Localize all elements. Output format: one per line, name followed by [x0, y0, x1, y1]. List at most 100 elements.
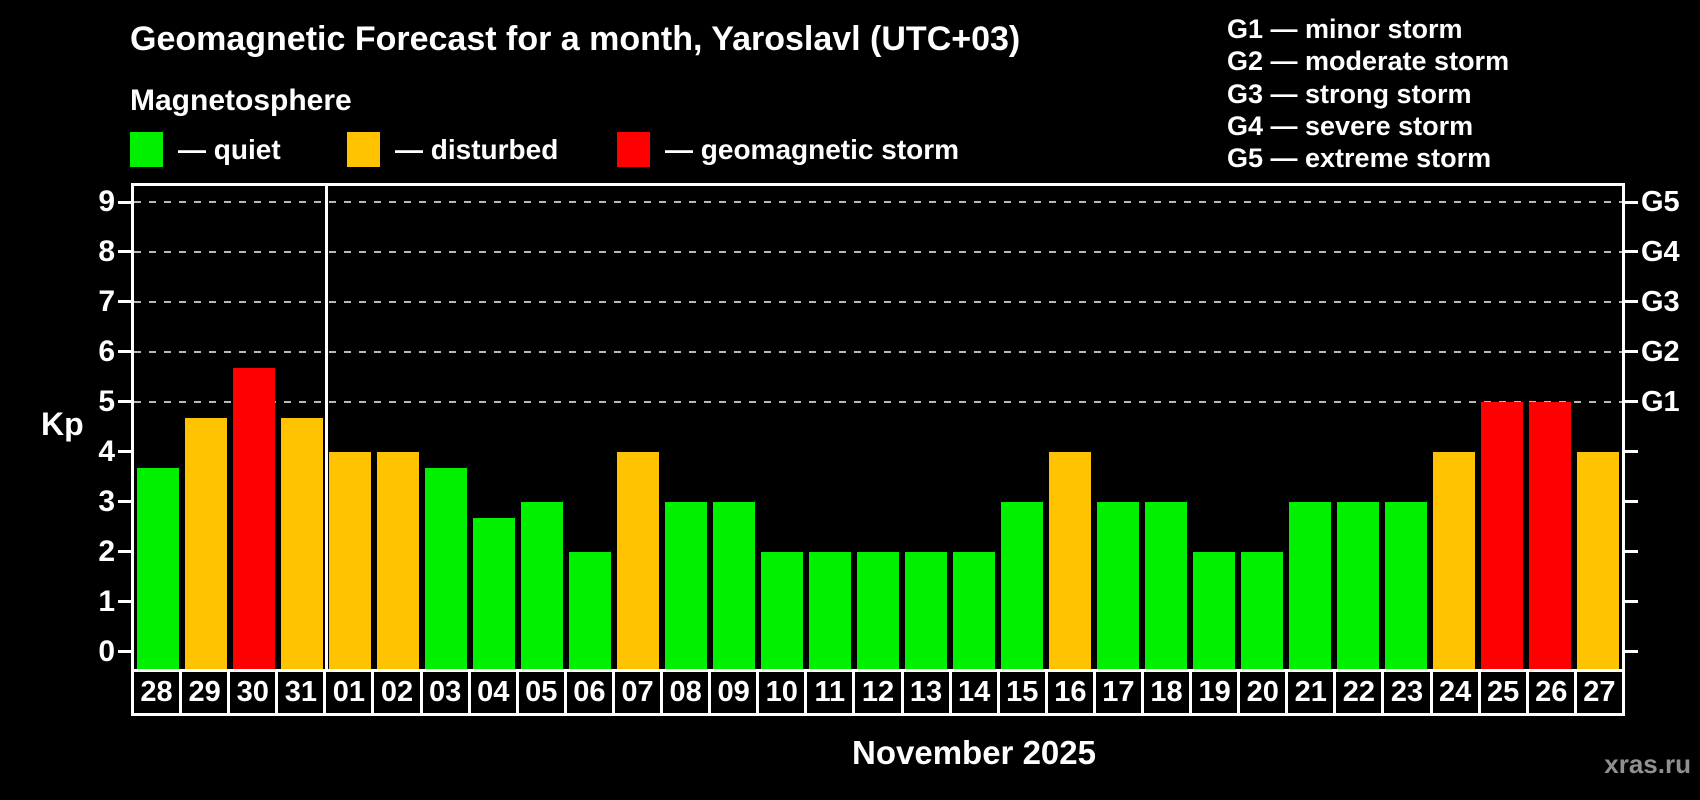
- y-axis-tick-right-8: [1625, 250, 1638, 254]
- kp-bar-day-27: [1577, 451, 1619, 669]
- kp-bar-day-14: [953, 551, 995, 669]
- day-cell-06: 06: [567, 672, 615, 713]
- y-axis-label-6: 6: [98, 334, 115, 368]
- y-axis-label-9: 9: [98, 185, 115, 219]
- storm-scale-line-1: G1 — minor storm: [1227, 14, 1463, 44]
- plot-area: Kp 0 1 2 3 4 5 6 7 8 9 G1 G2 G3 G4 G5: [41, 183, 1680, 669]
- day-cell-15: 15: [1000, 672, 1048, 713]
- y-axis-tick-left-5: [118, 400, 131, 404]
- day-cell-18: 18: [1144, 672, 1193, 713]
- kp-bar-day-08: [665, 501, 707, 669]
- x-axis-month-label: November 2025: [852, 734, 1096, 771]
- gridline-kp-5: [134, 400, 1622, 403]
- day-cell-08: 08: [663, 672, 712, 713]
- month-separator-line: [324, 186, 328, 669]
- right-axis-label-G4: G4: [1641, 235, 1680, 268]
- y-axis-label-0: 0: [98, 634, 115, 668]
- gridline-kp-8: [134, 250, 1622, 253]
- y-axis-tick-left-2: [118, 550, 131, 554]
- kp-bar-day-07: [617, 451, 659, 669]
- day-cell-01: 01: [326, 672, 375, 713]
- kp-bar-day-11: [809, 551, 851, 669]
- y-axis-tick-right-5: [1625, 400, 1638, 404]
- kp-status-legend: — quiet — disturbed — geomagnetic storm: [0, 131, 1700, 168]
- right-axis-label-G1: G1: [1641, 385, 1680, 418]
- y-axis-tick-right-6: [1625, 350, 1638, 354]
- kp-bar-day-01: [329, 451, 371, 669]
- kp-bar-day-18: [1145, 501, 1187, 669]
- right-axis-label-G3: G3: [1641, 285, 1680, 318]
- legend-label-storm: — geomagnetic storm: [665, 133, 960, 165]
- gridline-kp-7: [134, 300, 1622, 303]
- day-cell-29: 29: [182, 672, 231, 713]
- kp-bar-day-09: [713, 501, 755, 669]
- kp-bar-day-29: [185, 418, 227, 669]
- legend-label-quiet: — quiet: [178, 133, 281, 165]
- kp-bar-day-05: [521, 501, 563, 669]
- y-axis-tick-left-0: [118, 650, 131, 653]
- kp-bar-day-03: [425, 468, 467, 669]
- legend-swatch-storm-icon: [617, 132, 650, 167]
- kp-bar-day-25: [1481, 401, 1523, 669]
- day-cell-31: 31: [278, 672, 327, 713]
- y-axis-tick-right-2: [1625, 550, 1638, 554]
- y-axis-tick-left-1: [118, 600, 131, 604]
- plot-border-top: [131, 183, 1625, 186]
- y-axis-label-8: 8: [98, 234, 115, 268]
- day-cell-26: 26: [1529, 672, 1577, 713]
- legend-label-disturbed: — disturbed: [395, 133, 559, 165]
- day-cell-25: 25: [1481, 672, 1529, 713]
- kp-bar-day-13: [905, 551, 947, 669]
- x-axis-day-labels: 28 29 30 31 01 02 03 04 05 06 07 08 09 10 11 12 13 14 15 16…: [131, 669, 1625, 716]
- day-cell-05: 05: [519, 672, 567, 713]
- y-axis-label-5: 5: [98, 384, 115, 418]
- y-axis-tick-left-3: [118, 500, 131, 504]
- storm-scale-line-2: G2 — moderate storm: [1227, 46, 1510, 77]
- kp-bar-day-17: [1097, 501, 1139, 669]
- day-cell-11: 11: [807, 672, 856, 713]
- kp-bar-day-31: [281, 418, 323, 669]
- y-axis-tick-left-7: [118, 300, 131, 304]
- day-cell-03: 03: [423, 672, 471, 713]
- storm-scale-line-5: G5 — extreme storm: [1227, 143, 1492, 174]
- y-axis-tick-left-6: [118, 350, 131, 354]
- day-cell-04: 04: [471, 672, 519, 713]
- legend-item-storm: — geomagnetic storm: [617, 131, 959, 168]
- day-cell-09: 09: [711, 672, 760, 713]
- y-axis-label-7: 7: [98, 284, 115, 318]
- watermark: xras.ru: [1604, 749, 1691, 779]
- legend-item-quiet: — quiet: [130, 131, 281, 168]
- kp-bar-day-02: [377, 451, 419, 669]
- kp-bar-day-12: [857, 551, 899, 669]
- kp-bar-day-15: [1001, 501, 1043, 669]
- kp-bar-day-26: [1529, 401, 1571, 669]
- y-axis-tick-right-7: [1625, 300, 1638, 304]
- kp-bar-day-10: [761, 551, 803, 669]
- day-cell-24: 24: [1433, 672, 1481, 713]
- kp-bar-day-30: [233, 368, 275, 669]
- day-cell-17: 17: [1096, 672, 1144, 713]
- y-axis-tick-right-9: [1625, 200, 1638, 204]
- y-axis-label-2: 2: [98, 534, 115, 568]
- y-axis-tick-right-1: [1625, 600, 1638, 604]
- day-cell-28: 28: [134, 672, 183, 713]
- day-cell-12: 12: [855, 672, 904, 713]
- day-cell-30: 30: [230, 672, 279, 713]
- right-axis-label-G5: G5: [1641, 186, 1680, 219]
- day-cell-10: 10: [759, 672, 808, 713]
- kp-bar-day-16: [1049, 451, 1091, 669]
- y-axis-tick-right-4: [1625, 450, 1638, 454]
- gridline-kp-9: [134, 201, 1622, 204]
- y-axis-tick-right-0: [1625, 650, 1638, 653]
- day-cell-20: 20: [1240, 672, 1289, 713]
- legend-swatch-quiet-icon: [130, 132, 163, 167]
- kp-bar-day-19: [1193, 551, 1235, 669]
- plot-border-left: [131, 183, 134, 669]
- y-axis-label-4: 4: [98, 434, 115, 468]
- kp-bar-day-06: [569, 551, 611, 669]
- chart-title: Geomagnetic Forecast for a month, Yarosl…: [130, 20, 1021, 58]
- kp-bar-day-24: [1433, 451, 1475, 669]
- kp-bar-day-23: [1385, 501, 1427, 669]
- right-axis-label-G2: G2: [1641, 335, 1680, 368]
